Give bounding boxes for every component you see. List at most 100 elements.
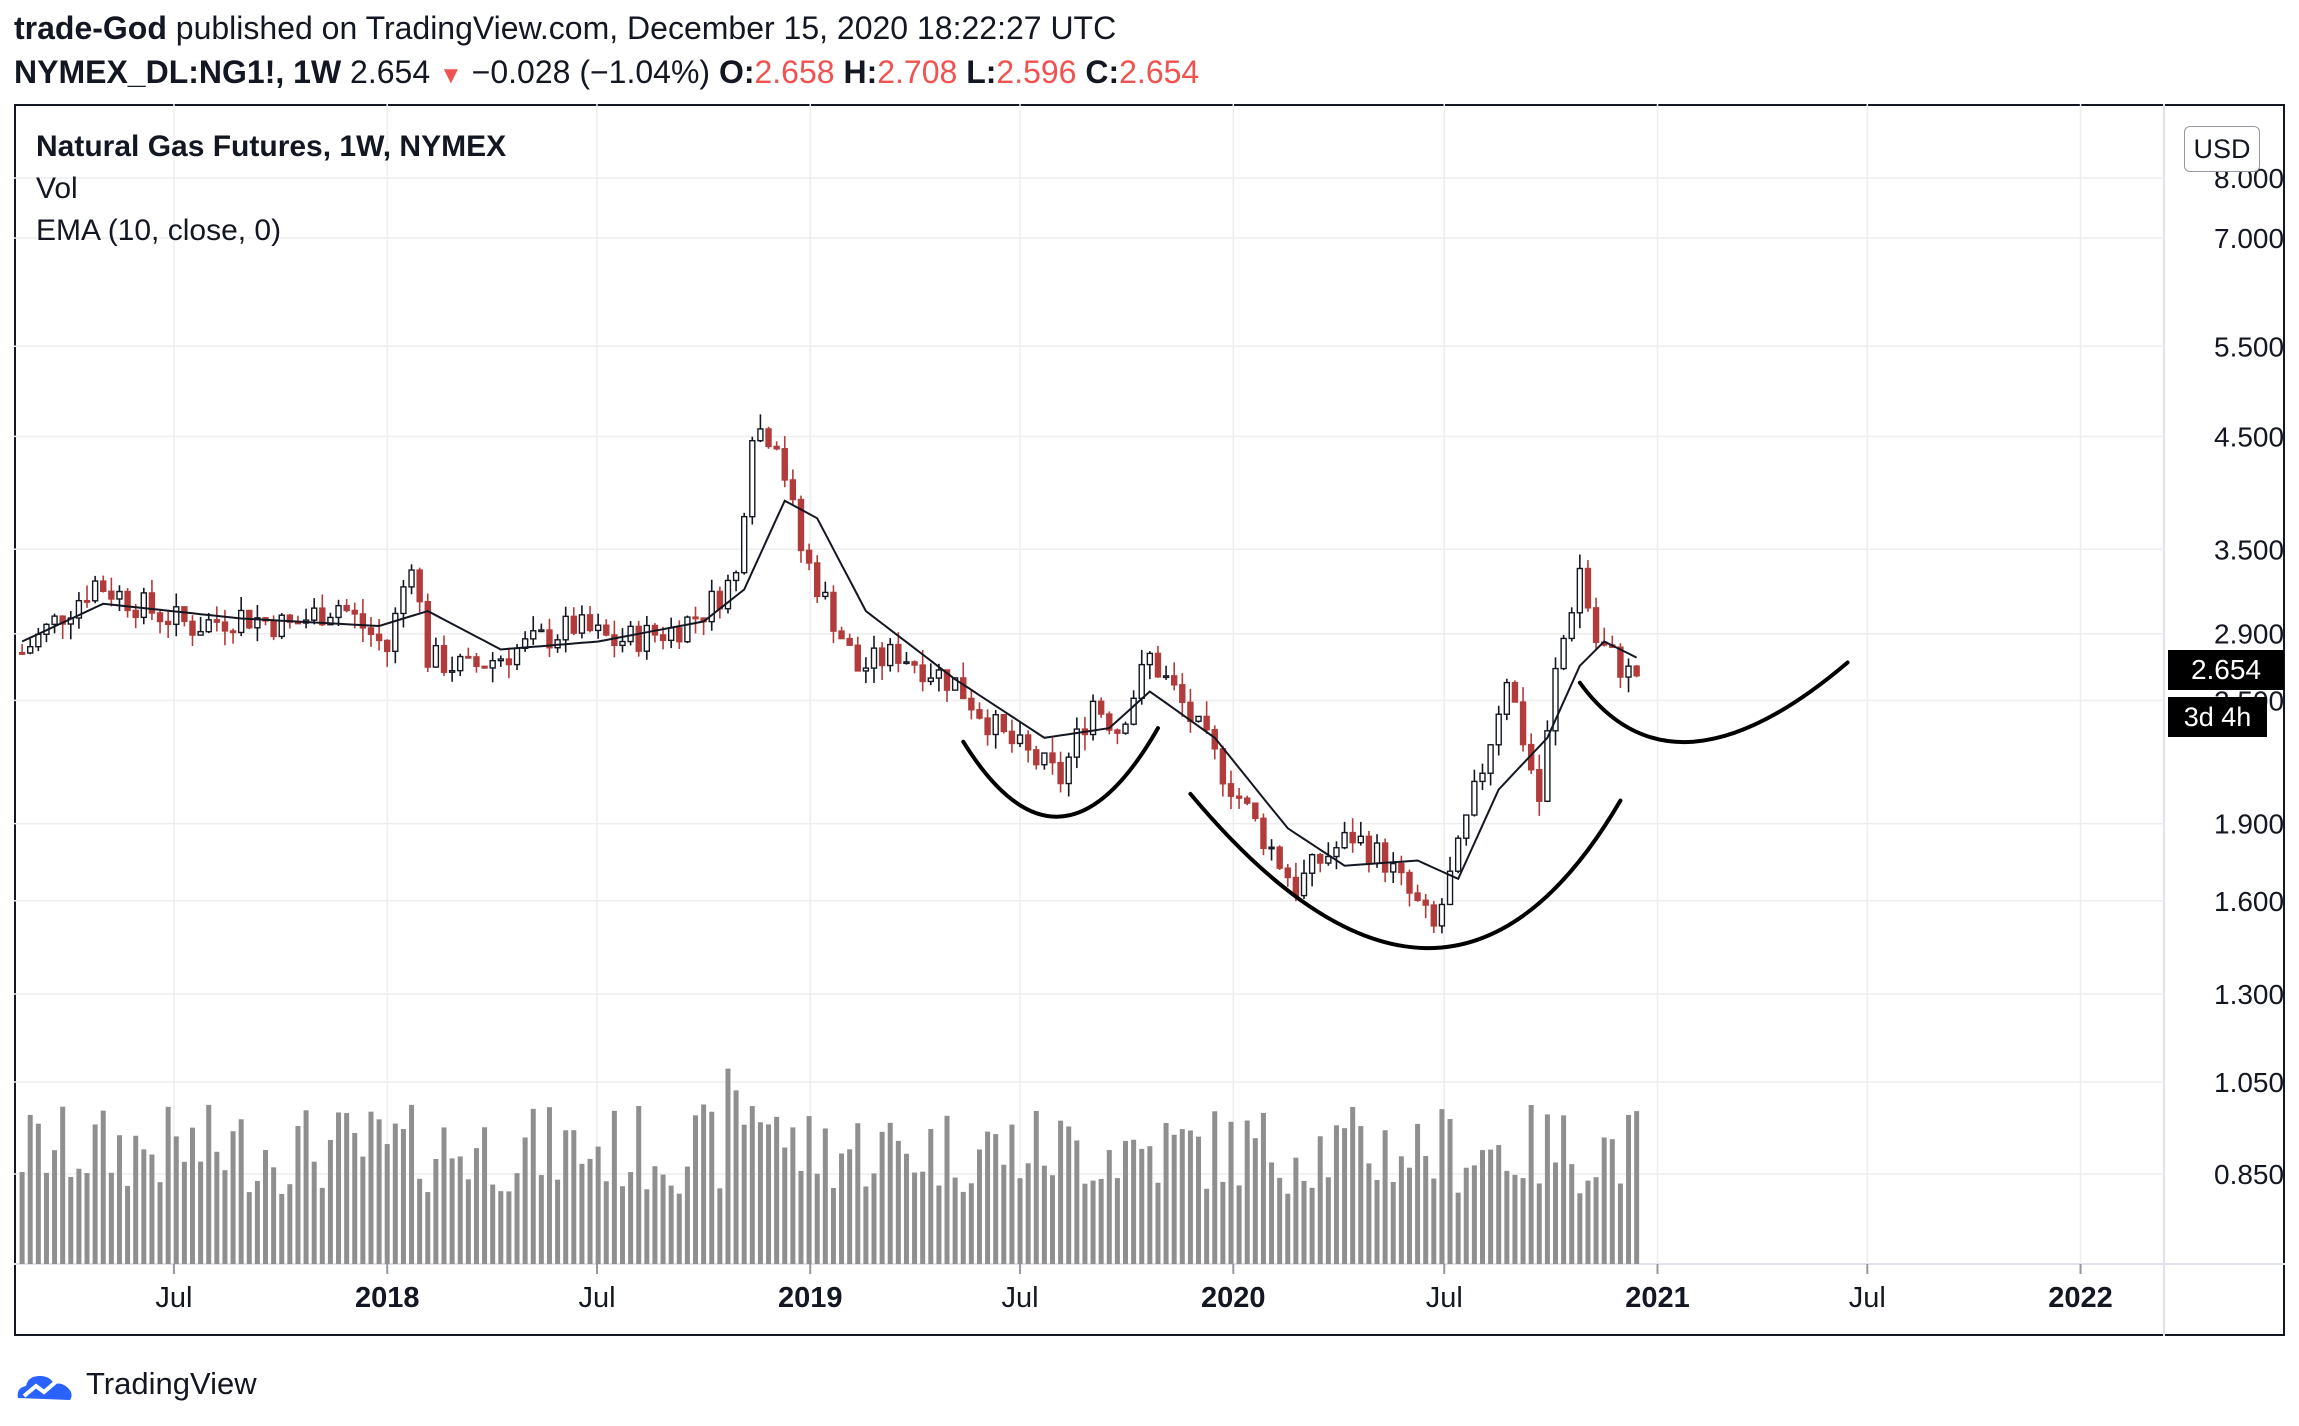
candle-up [497, 658, 504, 662]
candle-up [1016, 734, 1024, 745]
volume-bar [246, 1192, 252, 1264]
pattern-drawings[interactable] [961, 660, 1850, 951]
volume-bar [1609, 1139, 1615, 1264]
volume-bar [1317, 1136, 1323, 1264]
volume-bar [482, 1127, 488, 1264]
volume-bar [506, 1191, 512, 1264]
volume-bar [1626, 1114, 1632, 1264]
candle-down [1154, 652, 1162, 678]
legend-title[interactable]: Natural Gas Futures, 1W, NYMEX [36, 130, 507, 163]
candle-down [830, 591, 837, 632]
volume-bar [1204, 1188, 1210, 1264]
chart-header: trade-God published on TradingView.com, … [14, 6, 2284, 98]
volume-bar [465, 1179, 471, 1264]
right-shoulder-curve [1577, 660, 1850, 745]
candle-down [440, 644, 448, 673]
candle-down [1227, 783, 1235, 797]
candle-up [1471, 780, 1478, 816]
close-value: 2.654 [1119, 54, 1200, 90]
volume-bar [181, 1161, 187, 1264]
volume-bar [1390, 1181, 1396, 1264]
volume-bar [1301, 1180, 1307, 1264]
candle-up [1479, 772, 1486, 783]
volume-bar [782, 1147, 788, 1264]
candle-down [343, 604, 350, 612]
candle-up [237, 609, 245, 634]
candle-up [619, 640, 626, 647]
candle-down [1219, 748, 1227, 785]
candle-up [1146, 652, 1154, 666]
open-label: O: [718, 54, 755, 90]
legend-volume[interactable]: Vol [36, 172, 78, 205]
candle-up [562, 615, 569, 641]
volume-bar [230, 1131, 236, 1264]
candle-down [108, 590, 115, 600]
volume-bar [920, 1171, 926, 1264]
price-tick-label: 1.900 [2214, 809, 2284, 840]
volume-bar [1536, 1183, 1542, 1264]
candle-down [814, 562, 821, 598]
volume-bar [441, 1127, 447, 1264]
volume-bar [1131, 1139, 1137, 1264]
candle-up [935, 669, 943, 679]
footer-brand[interactable]: TradingView [14, 1360, 257, 1408]
time-tick-label: Jul [1001, 1282, 1038, 1314]
candle-down [1317, 854, 1324, 864]
volume-bar [1471, 1165, 1477, 1264]
volume-bar [546, 1107, 552, 1264]
time-axis[interactable]: Jul 2018 Jul 2019 Jul 2020 Jul 2021 Jul 2022 [155, 1264, 2113, 1314]
candle-up [538, 629, 545, 633]
volume-bar [1366, 1163, 1372, 1264]
volume-bar [108, 1172, 114, 1264]
low-label: L: [966, 54, 997, 90]
volume-bar [141, 1149, 147, 1264]
candle-down [213, 619, 221, 623]
price-axis[interactable]: 8.0007.0005.5004.5003.5002.9002.5001.900… [2214, 163, 2284, 1190]
candle-down [1414, 892, 1421, 901]
volume-bar [1634, 1111, 1640, 1264]
candle-down [984, 717, 991, 736]
chart-canvas[interactable]: 8.0007.0005.5004.5003.5002.9002.5001.900… [14, 104, 2285, 1336]
volume-bar [1309, 1187, 1315, 1264]
volume-bar [60, 1106, 66, 1264]
volume-bar [611, 1110, 617, 1264]
currency-button[interactable]: USD [2184, 126, 2260, 172]
volume-bar [100, 1110, 106, 1264]
candle-down [781, 448, 788, 481]
candle-down [1381, 842, 1389, 873]
volume-bar [149, 1154, 155, 1264]
volume-bar [1147, 1146, 1153, 1264]
candle-down [919, 664, 926, 683]
candle-up [887, 643, 894, 667]
legend-ema[interactable]: EMA (10, close, 0) [36, 214, 282, 247]
candle-down [1252, 802, 1259, 820]
candle-up [578, 614, 586, 634]
candle-up [408, 569, 415, 588]
volume-bar [1512, 1174, 1518, 1264]
volume-bar [968, 1183, 974, 1264]
volume-bar [303, 1110, 309, 1264]
candle-up [643, 624, 651, 652]
candle-up [1438, 903, 1446, 927]
candle-up [1300, 872, 1308, 897]
high-label: H: [843, 54, 878, 90]
volume-bar [847, 1149, 853, 1264]
candle-down [1584, 567, 1592, 609]
candle-down [1536, 769, 1543, 802]
volume-bar [295, 1125, 301, 1264]
candle-down [1349, 831, 1356, 844]
volume-bar [887, 1122, 893, 1264]
candle-down [424, 600, 431, 668]
candle-down [59, 615, 66, 625]
volume-bar [1098, 1179, 1104, 1264]
volume-bar [668, 1185, 674, 1264]
author-name[interactable]: trade-God [14, 10, 167, 46]
volume-bar [165, 1106, 171, 1264]
candle-down [1033, 749, 1040, 766]
candle-down [1406, 871, 1413, 894]
candle-up [684, 616, 691, 643]
candle-down [505, 658, 513, 666]
symbol-label[interactable]: NYMEX_DL:NG1!, 1W [14, 54, 342, 90]
volume-bar [1179, 1129, 1185, 1264]
low-value: 2.596 [996, 54, 1077, 90]
